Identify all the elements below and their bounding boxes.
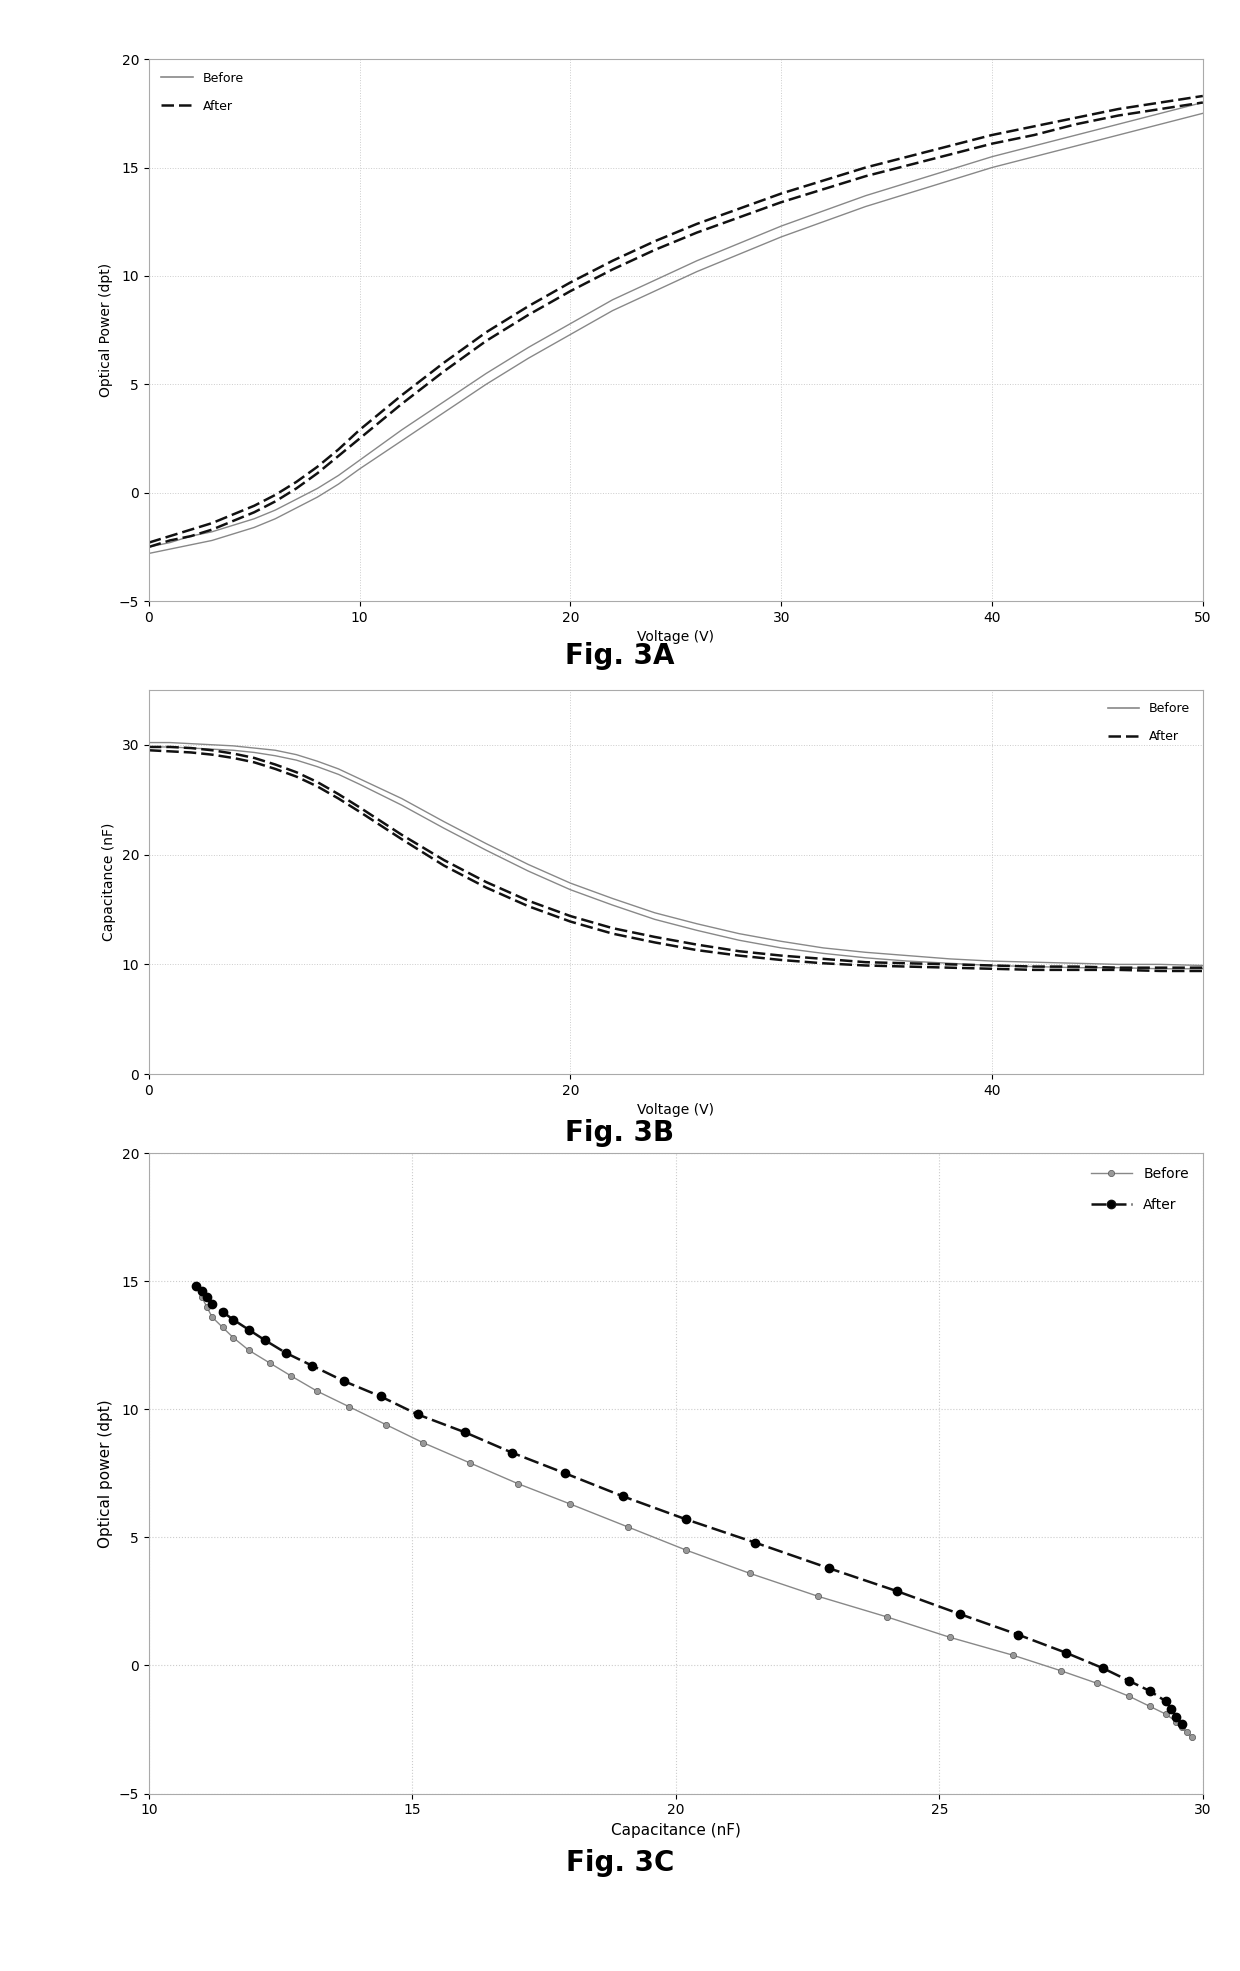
Legend: Before, After: Before, After <box>1101 696 1197 749</box>
Text: Fig. 3A: Fig. 3A <box>565 643 675 670</box>
X-axis label: Voltage (V): Voltage (V) <box>637 631 714 645</box>
X-axis label: Voltage (V): Voltage (V) <box>637 1104 714 1118</box>
Text: Fig. 3B: Fig. 3B <box>565 1120 675 1147</box>
Legend: Before, After: Before, After <box>155 65 250 118</box>
Y-axis label: Optical power (dpt): Optical power (dpt) <box>98 1399 113 1547</box>
Y-axis label: Optical Power (dpt): Optical Power (dpt) <box>99 262 113 398</box>
Text: Fig. 3C: Fig. 3C <box>565 1849 675 1876</box>
Y-axis label: Capacitance (nF): Capacitance (nF) <box>102 822 115 942</box>
X-axis label: Capacitance (nF): Capacitance (nF) <box>611 1823 740 1837</box>
Legend: Before, After: Before, After <box>1084 1161 1195 1218</box>
